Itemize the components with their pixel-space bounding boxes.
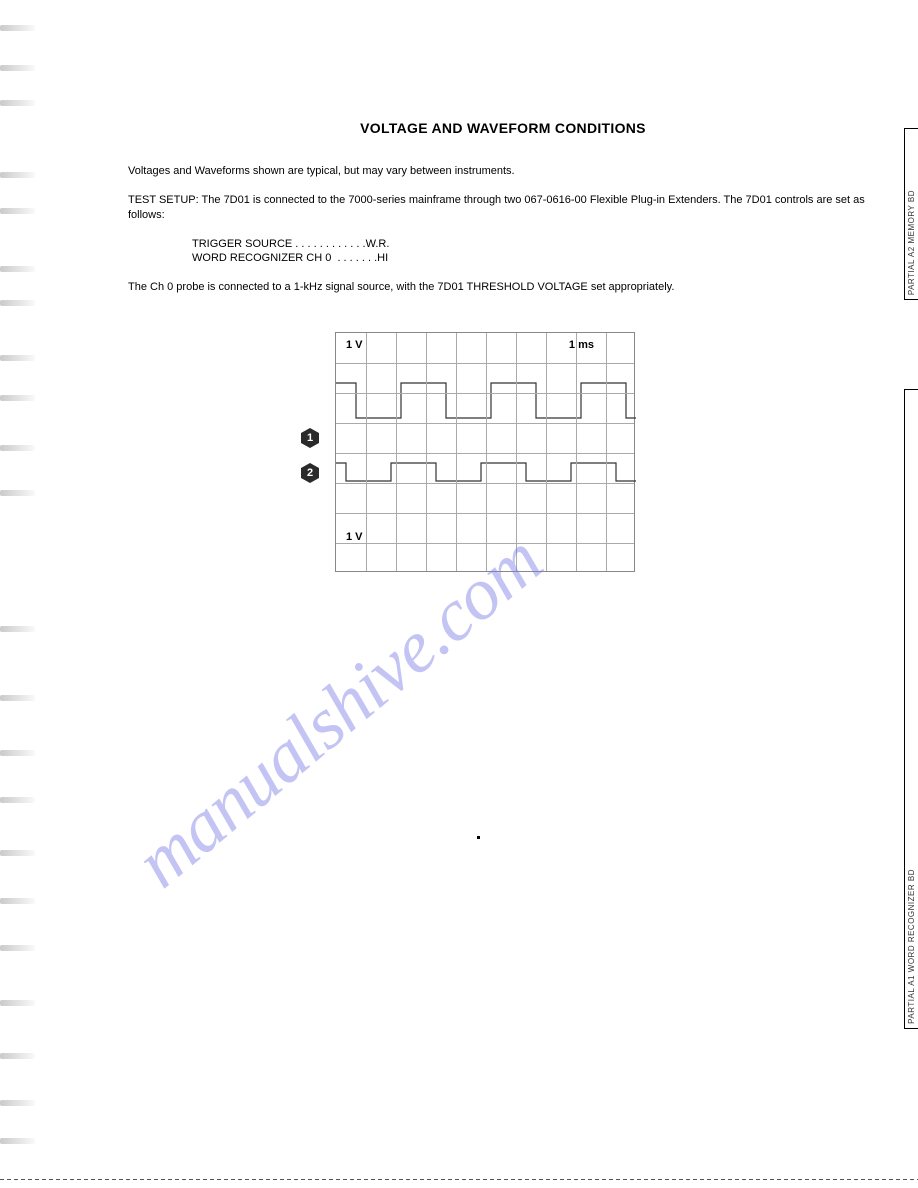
scan-mark bbox=[0, 695, 35, 701]
scan-mark bbox=[0, 100, 35, 106]
watermark-text: manualshive.com bbox=[120, 518, 558, 905]
settings-block: TRIGGER SOURCE . . . . . . . . . . . .W.… bbox=[192, 237, 878, 267]
page-content: VOLTAGE AND WAVEFORM CONDITIONS Voltages… bbox=[128, 120, 878, 309]
scan-mark bbox=[0, 25, 35, 31]
gridline-horizontal bbox=[336, 363, 634, 364]
scan-mark bbox=[0, 208, 35, 214]
intro-paragraph: Voltages and Waveforms shown are typical… bbox=[128, 164, 878, 179]
scan-mark bbox=[0, 850, 35, 856]
probe-paragraph: The Ch 0 probe is connected to a 1-kHz s… bbox=[128, 280, 878, 295]
scan-mark bbox=[0, 395, 35, 401]
gridline-horizontal bbox=[336, 423, 634, 424]
gridline-vertical bbox=[456, 333, 457, 571]
scan-mark bbox=[0, 490, 35, 496]
scan-mark bbox=[0, 172, 35, 178]
side-tab-bottom: PARTIAL A1 WORD RECOGNIZER BD bbox=[904, 389, 918, 1029]
bottom-scan-edge bbox=[0, 1179, 918, 1180]
trace-marker-2: 2 bbox=[299, 462, 321, 484]
gridline-vertical bbox=[486, 333, 487, 571]
trace-marker-1: 1 bbox=[299, 427, 321, 449]
scan-mark bbox=[0, 898, 35, 904]
test-setup-paragraph: TEST SETUP: The 7D01 is connected to the… bbox=[128, 193, 878, 223]
gridline-horizontal bbox=[336, 453, 634, 454]
graticule: 1 V 1 ms 1 V bbox=[335, 332, 635, 572]
oscilloscope-grid: 1 V 1 ms 1 V 0 V 1 2 bbox=[335, 332, 635, 572]
gridline-horizontal bbox=[336, 483, 634, 484]
gridline-vertical bbox=[366, 333, 367, 571]
stray-dot bbox=[477, 836, 480, 839]
gridline-vertical bbox=[606, 333, 607, 571]
scan-mark bbox=[0, 300, 35, 306]
side-tab-top: PARTIAL A2 MEMORY BD bbox=[904, 128, 918, 300]
gridline-vertical bbox=[546, 333, 547, 571]
scan-mark bbox=[0, 1000, 35, 1006]
scan-mark bbox=[0, 266, 35, 272]
gridline-vertical bbox=[396, 333, 397, 571]
marker-number-2: 2 bbox=[299, 462, 321, 484]
gridline-horizontal bbox=[336, 393, 634, 394]
scan-mark bbox=[0, 945, 35, 951]
gridline-vertical bbox=[426, 333, 427, 571]
scan-mark bbox=[0, 797, 35, 803]
scan-mark bbox=[0, 750, 35, 756]
marker-number-1: 1 bbox=[299, 427, 321, 449]
setting-word-recognizer: WORD RECOGNIZER CH 0 . . . . . . .HI bbox=[192, 252, 388, 264]
scan-mark bbox=[0, 1138, 35, 1144]
setting-trigger-source: TRIGGER SOURCE . . . . . . . . . . . .W.… bbox=[192, 238, 389, 250]
gridline-vertical bbox=[516, 333, 517, 571]
scan-mark bbox=[0, 626, 35, 632]
gridline-horizontal bbox=[336, 513, 634, 514]
scan-mark bbox=[0, 355, 35, 361]
gridline-vertical bbox=[576, 333, 577, 571]
page-title: VOLTAGE AND WAVEFORM CONDITIONS bbox=[128, 120, 878, 136]
side-tab-bottom-label: PARTIAL A1 WORD RECOGNIZER BD bbox=[907, 869, 916, 1024]
scan-mark bbox=[0, 65, 35, 71]
gridline-horizontal bbox=[336, 543, 634, 544]
scan-mark bbox=[0, 445, 35, 451]
scan-mark bbox=[0, 1100, 35, 1106]
scan-mark bbox=[0, 1053, 35, 1059]
side-tab-top-label: PARTIAL A2 MEMORY BD bbox=[907, 190, 916, 295]
